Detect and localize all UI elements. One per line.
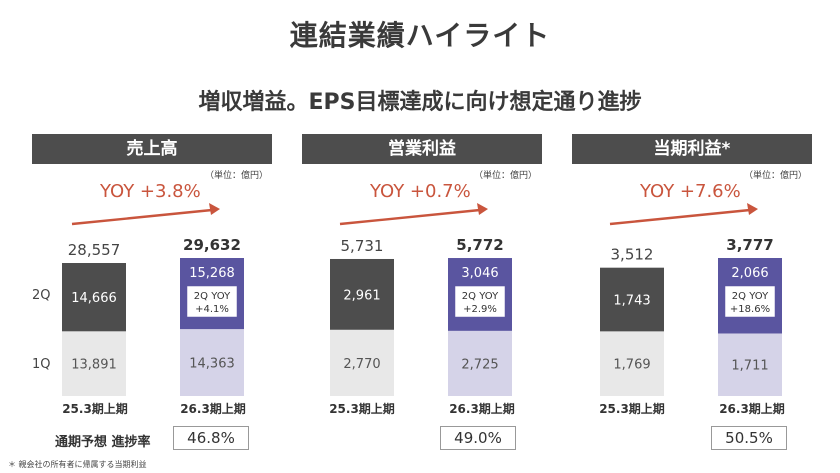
unit-label-sales: （単位：億円） xyxy=(205,171,269,181)
bar-2q xyxy=(62,263,126,332)
total-label: 29,632 xyxy=(183,236,241,254)
yoy-2q-box xyxy=(186,285,238,318)
yoy-arrow-line xyxy=(339,208,481,226)
yoy-2q-label: 2Q YOY xyxy=(194,291,231,302)
yoy-2q-value: +2.9% xyxy=(463,304,497,315)
progress-label: 通期予想 進捗率 xyxy=(55,435,151,450)
panel-header-sales: 売上高 xyxy=(32,134,272,164)
yoy-2q-box xyxy=(454,285,506,318)
data-label-2q: 15,268 xyxy=(189,266,235,281)
yoy-2q-value: +18.6% xyxy=(730,304,770,315)
yoy-sales: YOY +3.8% xyxy=(100,181,201,202)
yoy-2q-value: +4.1% xyxy=(195,304,229,315)
data-label-1q: 1,769 xyxy=(613,358,650,373)
footnote: ＊ 親会社の所有者に帰属する当期利益 xyxy=(8,460,147,469)
yoy-arrow-head xyxy=(209,203,220,215)
yoy-2q-box xyxy=(724,285,776,318)
data-label-2q: 2,961 xyxy=(343,288,380,303)
bar-2q xyxy=(330,258,394,330)
period-label: 25.3期上期 xyxy=(599,402,665,416)
progress-value-operating-profit: 49.0% xyxy=(440,426,516,450)
period-label: 26.3期上期 xyxy=(719,402,785,416)
data-label-2q: 3,046 xyxy=(461,266,498,281)
panel-header-net-profit: 当期利益* xyxy=(572,134,812,164)
yoy-operating-profit: YOY +0.7% xyxy=(370,181,471,202)
bar-1q xyxy=(448,330,512,396)
data-label-2q: 14,666 xyxy=(71,291,117,306)
data-label-2q: 1,743 xyxy=(613,294,650,309)
yoy-net-profit: YOY +7.6% xyxy=(640,181,741,202)
yoy-2q-label: 2Q YOY xyxy=(462,291,499,302)
data-label-1q: 13,891 xyxy=(71,358,117,373)
data-label-2q: 2,066 xyxy=(731,266,768,281)
yoy-arrow-line xyxy=(71,208,213,226)
total-label: 3,512 xyxy=(611,246,654,264)
bar-1q xyxy=(62,331,126,396)
bar-1q xyxy=(718,333,782,396)
period-label: 26.3期上期 xyxy=(449,402,515,416)
data-label-1q: 1,711 xyxy=(731,359,768,374)
page-subtitle: 増収増益。EPS目標達成に向け想定通り進捗 xyxy=(198,90,642,115)
progress-value-sales: 46.8% xyxy=(173,426,249,450)
yoy-arrow-head xyxy=(747,203,758,215)
data-label-1q: 14,363 xyxy=(189,357,235,372)
panel-header-operating-profit: 営業利益 xyxy=(302,134,542,164)
total-label: 28,557 xyxy=(68,241,121,259)
period-label: 25.3期上期 xyxy=(62,402,128,416)
bar-1q xyxy=(330,329,394,396)
period-label: 25.3期上期 xyxy=(329,402,395,416)
total-label: 5,772 xyxy=(456,236,503,254)
yoy-arrow-head xyxy=(477,203,488,215)
yoy-2q-label: 2Q YOY xyxy=(732,291,769,302)
bar-1q xyxy=(600,331,664,396)
page-title: 連結業績ハイライト xyxy=(289,19,551,52)
quarter-label-1q: 1Q xyxy=(32,357,51,372)
progress-value-net-profit: 50.5% xyxy=(711,426,787,450)
quarter-label-2q: 2Q xyxy=(32,288,51,303)
period-label: 26.3期上期 xyxy=(180,402,246,416)
data-label-1q: 2,725 xyxy=(461,357,498,372)
unit-label-net-profit: （単位：億円） xyxy=(744,171,808,181)
bar-1q xyxy=(180,329,244,396)
unit-label-operating-profit: （単位：億円） xyxy=(474,171,538,181)
total-label: 3,777 xyxy=(726,236,773,254)
total-label: 5,731 xyxy=(341,237,384,255)
data-label-1q: 2,770 xyxy=(343,357,380,372)
yoy-arrow-line xyxy=(609,208,751,226)
bar-2q xyxy=(600,267,664,332)
